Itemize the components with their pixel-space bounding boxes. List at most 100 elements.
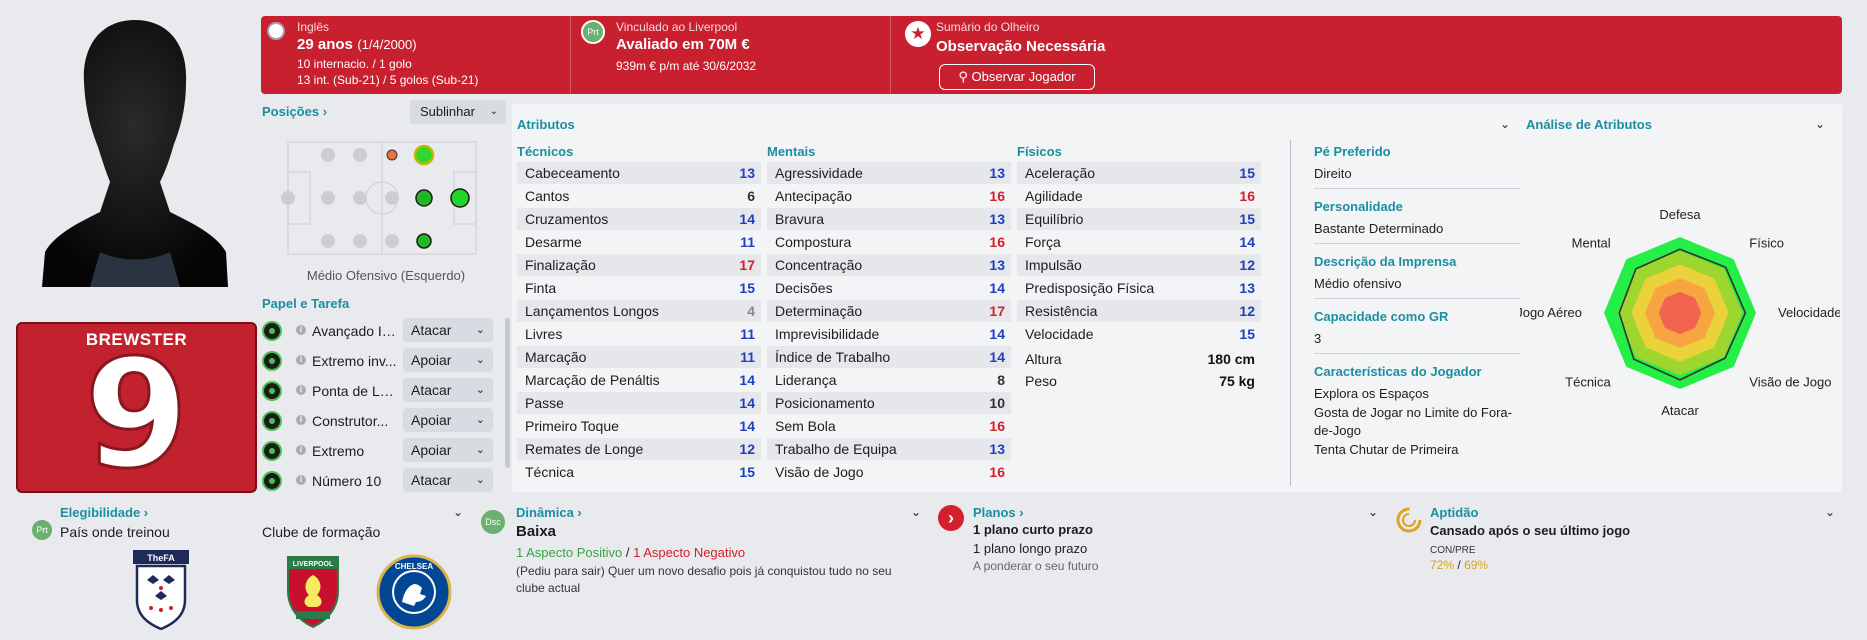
personality-label: Personalidade <box>1314 199 1403 214</box>
highlight-dropdown[interactable]: Sublinhar ⌄ <box>410 100 506 124</box>
plan-note: A ponderar o seu futuro <box>973 559 1099 573</box>
attribute-row[interactable]: Desarme 11 <box>517 231 761 253</box>
attribute-row[interactable]: Visão de Jogo 16 <box>767 461 1011 483</box>
info-icon[interactable]: i <box>296 385 306 395</box>
attribute-name: Cantos <box>525 188 570 204</box>
eligibility-link[interactable]: Elegibilidade › <box>60 505 149 520</box>
attribute-name: Aceleração <box>1025 165 1096 181</box>
info-icon[interactable]: i <box>296 475 306 485</box>
attribute-row[interactable]: Trabalho de Equipa 13 <box>767 438 1011 460</box>
role-row[interactable]: i Número 10 Atacar ⌄ <box>262 468 497 494</box>
pitch-dot-good <box>415 189 433 207</box>
negative-aspect: 1 Aspecto Negativo <box>633 545 746 560</box>
attribute-row[interactable]: Velocidade 15 <box>1017 323 1261 345</box>
attribute-row[interactable]: Cabeceamento 13 <box>517 162 761 184</box>
attribute-row[interactable]: Antecipação 16 <box>767 185 1011 207</box>
dynamics-link[interactable]: Dinâmica › <box>516 505 582 520</box>
analysis-chevron-down-icon[interactable]: ⌄ <box>1815 117 1826 131</box>
attribute-name: Força <box>1025 234 1061 250</box>
roles-title: Papel e Tarefa <box>262 296 350 311</box>
attribute-value: 16 <box>1239 188 1255 204</box>
attribute-row[interactable]: Predisposição Física 13 <box>1017 277 1261 299</box>
role-row[interactable]: i Ponta de La... Atacar ⌄ <box>262 378 497 404</box>
attribute-row[interactable]: Resistência 12 <box>1017 300 1261 322</box>
attribute-row[interactable]: Posicionamento 10 <box>767 392 1011 414</box>
svg-text:TheFA: TheFA <box>147 553 175 563</box>
attribute-value: 11 <box>740 349 755 365</box>
attribute-value: 17 <box>989 303 1005 319</box>
attribute-row[interactable]: Cantos 6 <box>517 185 761 207</box>
duty-dropdown[interactable]: Apoiar ⌄ <box>403 408 493 432</box>
info-icon[interactable]: i <box>296 415 306 425</box>
eligibility-chevron-down-icon[interactable]: ⌄ <box>453 505 464 519</box>
attribute-value: 17 <box>739 257 755 273</box>
weight-label: Peso <box>1025 373 1057 389</box>
attribute-row[interactable]: Agilidade 16 <box>1017 185 1261 207</box>
attribute-row[interactable]: Cruzamentos 14 <box>517 208 761 230</box>
attribute-row[interactable]: Compostura 16 <box>767 231 1011 253</box>
role-row[interactable]: i Construtor... Apoiar ⌄ <box>262 408 497 434</box>
player-traits: Características do Jogador Explora os Es… <box>1314 364 1520 459</box>
attribute-row[interactable]: Remates de Longe 12 <box>517 438 761 460</box>
attribute-row[interactable]: Concentração 13 <box>767 254 1011 276</box>
info-icon[interactable]: i <box>296 445 306 455</box>
attribute-row[interactable]: Finalização 17 <box>517 254 761 276</box>
attribute-row[interactable]: Equilíbrio 15 <box>1017 208 1261 230</box>
roles-scrollbar[interactable] <box>505 318 510 468</box>
attribute-row[interactable]: Imprevisibilidade 14 <box>767 323 1011 345</box>
plan-long: 1 plano longo prazo <box>973 541 1088 556</box>
dynamics-value: Baixa <box>516 523 557 540</box>
attribute-row[interactable]: Sem Bola 16 <box>767 415 1011 437</box>
england-flag-icon <box>267 22 285 40</box>
attribute-row[interactable]: Marcação de Penáltis 14 <box>517 369 761 391</box>
attribute-value: 14 <box>739 372 755 388</box>
attribute-value: 14 <box>989 326 1005 342</box>
attribute-row[interactable]: Finta 15 <box>517 277 761 299</box>
attribute-row[interactable]: Impulsão 12 <box>1017 254 1261 276</box>
attribute-row[interactable]: Liderança 8 <box>767 369 1011 391</box>
duty-dropdown[interactable]: Atacar ⌄ <box>403 318 493 342</box>
radar-axis-label: Visão de Jogo <box>1749 374 1831 389</box>
attribute-row[interactable]: Bravura 13 <box>767 208 1011 230</box>
fitness-chevron-down-icon[interactable]: ⌄ <box>1825 505 1836 519</box>
duty-dropdown[interactable]: Apoiar ⌄ <box>403 438 493 462</box>
attribute-row[interactable]: Livres 11 <box>517 323 761 345</box>
attributes-chevron-down-icon[interactable]: ⌄ <box>1500 117 1511 131</box>
attribute-row[interactable]: Lançamentos Longos 4 <box>517 300 761 322</box>
info-icon[interactable]: i <box>296 355 306 365</box>
plans-chevron-down-icon[interactable]: ⌄ <box>1368 505 1379 519</box>
role-row[interactable]: i Extremo Apoiar ⌄ <box>262 438 497 464</box>
role-row[interactable]: i Extremo inv... Apoiar ⌄ <box>262 348 497 374</box>
attribute-name: Remates de Longe <box>525 441 644 457</box>
attribute-row[interactable]: Determinação 17 <box>767 300 1011 322</box>
attribute-value: 14 <box>989 280 1005 296</box>
role-name: Extremo inv... <box>312 353 397 369</box>
attribute-value: 4 <box>747 303 755 319</box>
dynamics-chevron-down-icon[interactable]: ⌄ <box>911 505 922 519</box>
role-row[interactable]: i Avançado In... Atacar ⌄ <box>262 318 497 344</box>
attribute-row[interactable]: Força 14 <box>1017 231 1261 253</box>
pitch-dot <box>321 234 335 248</box>
fitness-value: Cansado após o seu último jogo <box>1430 523 1631 538</box>
attribute-row[interactable]: Marcação 11 <box>517 346 761 368</box>
duty-dropdown[interactable]: Apoiar ⌄ <box>403 348 493 372</box>
duty-dropdown[interactable]: Atacar ⌄ <box>403 378 493 402</box>
height-row: Altura 180 cm <box>1017 348 1261 370</box>
traits-label: Características do Jogador <box>1314 364 1482 379</box>
attribute-name: Visão de Jogo <box>775 464 864 480</box>
info-icon[interactable]: i <box>296 325 306 335</box>
attribute-row[interactable]: Agressividade 13 <box>767 162 1011 184</box>
plans-link[interactable]: Planos › <box>973 505 1024 520</box>
attribute-value: 13 <box>989 211 1005 227</box>
scout-player-button[interactable]: ⚲ Observar Jogador <box>939 64 1095 90</box>
attribute-row[interactable]: Aceleração 15 <box>1017 162 1261 184</box>
attribute-row[interactable]: Decisões 14 <box>767 277 1011 299</box>
attribute-row[interactable]: Passe 14 <box>517 392 761 414</box>
role-name: Construtor... <box>312 413 389 429</box>
attribute-row[interactable]: Primeiro Toque 14 <box>517 415 761 437</box>
attribute-row[interactable]: Índice de Trabalho 14 <box>767 346 1011 368</box>
duty-dropdown[interactable]: Atacar ⌄ <box>403 468 493 492</box>
attribute-row[interactable]: Técnica 15 <box>517 461 761 483</box>
star-icon: ★ <box>905 21 931 47</box>
positions-link[interactable]: Posições › <box>262 104 328 119</box>
